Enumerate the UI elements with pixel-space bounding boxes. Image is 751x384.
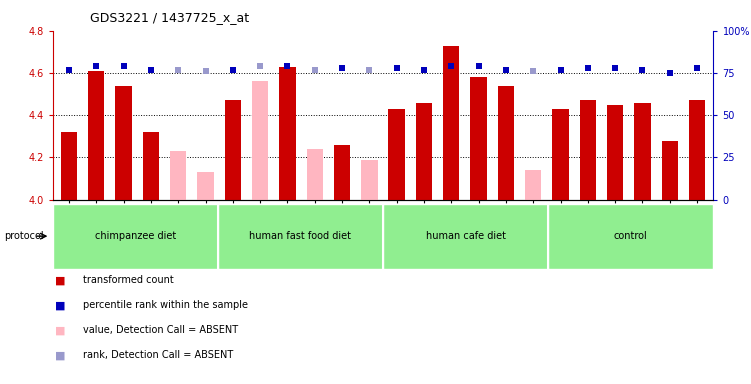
Bar xyxy=(525,170,541,200)
Bar xyxy=(416,103,432,200)
Bar xyxy=(443,45,460,200)
Text: value, Detection Call = ABSENT: value, Detection Call = ABSENT xyxy=(83,325,238,335)
Text: ■: ■ xyxy=(55,325,65,335)
Bar xyxy=(580,101,596,200)
Bar xyxy=(306,149,323,200)
Bar xyxy=(498,86,514,200)
Bar xyxy=(552,109,569,200)
Text: percentile rank within the sample: percentile rank within the sample xyxy=(83,300,248,310)
Text: ■: ■ xyxy=(55,350,65,360)
Bar xyxy=(334,145,350,200)
Text: transformed count: transformed count xyxy=(83,275,173,285)
Bar xyxy=(170,151,186,200)
Text: chimpanzee diet: chimpanzee diet xyxy=(95,231,176,241)
Text: ■: ■ xyxy=(55,300,65,310)
Bar xyxy=(388,109,405,200)
Bar xyxy=(279,67,296,200)
Text: rank, Detection Call = ABSENT: rank, Detection Call = ABSENT xyxy=(83,350,233,360)
Bar xyxy=(198,172,214,200)
Bar xyxy=(689,101,705,200)
Bar xyxy=(116,86,131,200)
Bar xyxy=(252,81,268,200)
Bar xyxy=(635,103,650,200)
Bar xyxy=(607,104,623,200)
Bar xyxy=(143,132,159,200)
Bar xyxy=(662,141,678,200)
Text: human fast food diet: human fast food diet xyxy=(249,231,351,241)
Bar xyxy=(88,71,104,200)
Text: GDS3221 / 1437725_x_at: GDS3221 / 1437725_x_at xyxy=(90,12,249,25)
Text: ■: ■ xyxy=(55,275,65,285)
Text: control: control xyxy=(614,231,647,241)
Text: human cafe diet: human cafe diet xyxy=(426,231,505,241)
Bar xyxy=(61,132,77,200)
Bar xyxy=(225,101,241,200)
Bar xyxy=(470,77,487,200)
Text: protocol: protocol xyxy=(4,231,44,241)
Bar xyxy=(361,159,378,200)
